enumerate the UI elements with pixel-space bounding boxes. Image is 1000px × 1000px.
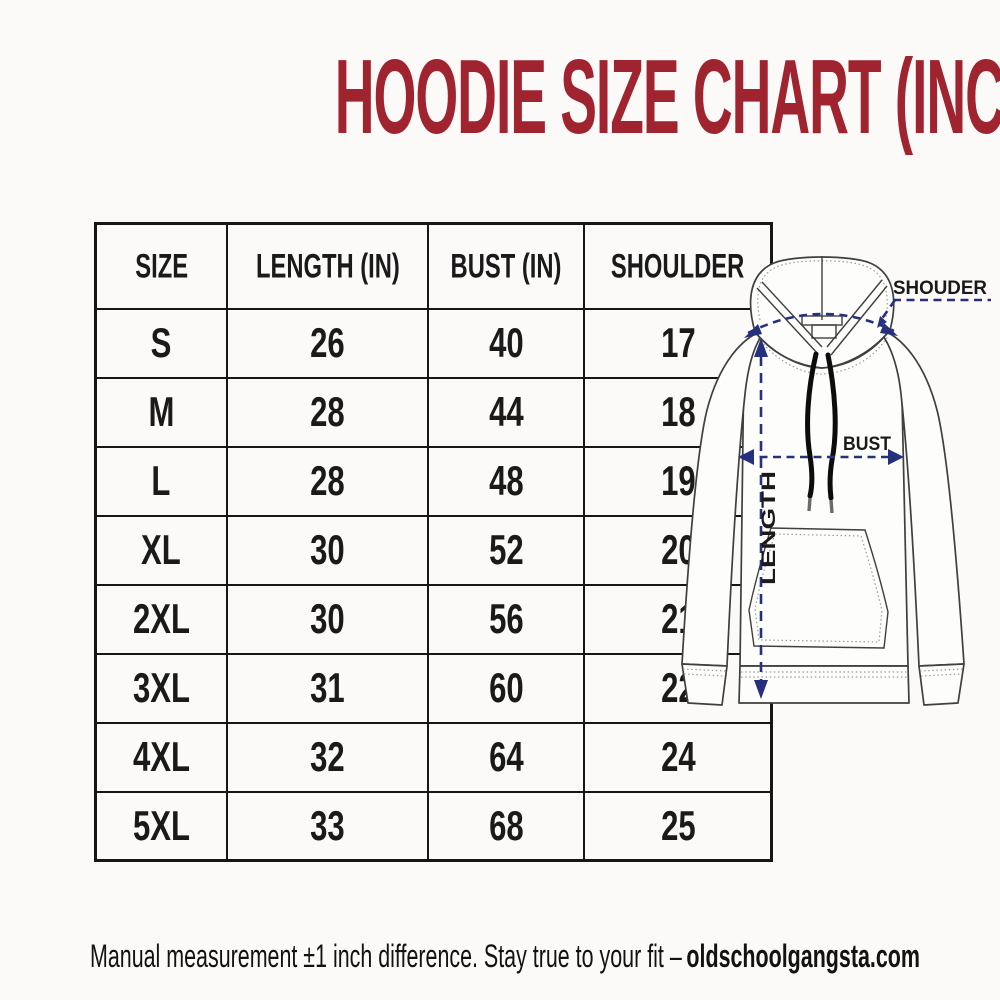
shoulder-arc-arrowhead-left — [744, 324, 762, 338]
shoulder-callout-line — [879, 299, 897, 321]
page-title: HOODIE SIZE CHART (INCH) — [0, 44, 1000, 150]
table-cell: L — [94, 445, 228, 517]
table-cell: 3XL — [94, 652, 228, 724]
bust-arrowhead-right — [888, 449, 904, 465]
length-label: LENGTH — [759, 471, 780, 585]
table-row: L 28 48 19 — [94, 445, 773, 517]
bust-arrowhead-left — [738, 449, 754, 465]
shoulder-arc-arrowhead-right — [880, 323, 898, 336]
hoodie-measurement-diagram: SHOUDER BUST LENGTH — [681, 256, 991, 706]
table-cell: 28 — [225, 445, 430, 517]
table-cell: 26 — [225, 307, 430, 379]
neck-tag — [811, 324, 837, 339]
hoodie-right-cuff — [918, 663, 965, 706]
hood-front-edge-left — [756, 287, 819, 355]
table-cell: 24 — [583, 721, 773, 793]
table-cell: 32 — [225, 721, 430, 793]
neckline-seam — [754, 329, 891, 369]
table-cell: 48 — [427, 445, 586, 517]
table-cell: 68 — [427, 790, 586, 862]
right-cuff-stitch — [919, 668, 964, 677]
table-cell: 60 — [427, 652, 586, 724]
table-row: S 26 40 17 — [94, 307, 773, 379]
table-cell: 28 — [225, 376, 430, 448]
footer-text: Manual measurement ±1 inch difference. S… — [90, 938, 682, 974]
size-table-header-row: SIZE LENGTH (IN) BUST (IN) SHOULDER — [94, 222, 773, 310]
table-cell: 2XL — [94, 583, 228, 655]
table-cell: S — [94, 307, 228, 379]
table-cell: 52 — [427, 514, 586, 586]
shoulder-callout-arrowhead — [877, 316, 887, 328]
drawstring-left — [805, 351, 819, 499]
shoulder-label: SHOUDER — [893, 278, 987, 299]
hood-front-edge-right — [830, 285, 888, 356]
drawstring-right-aglet — [829, 499, 834, 514]
table-cell: 30 — [225, 583, 430, 655]
table-cell: M — [94, 376, 228, 448]
shoulder-measure-arc — [747, 312, 895, 335]
left-cuff-stitch — [682, 668, 727, 677]
column-header: SIZE — [94, 222, 228, 310]
hem-stitch — [741, 671, 907, 678]
length-arrowhead-up — [754, 338, 768, 357]
size-table: SIZE LENGTH (IN) BUST (IN) SHOULDER S 26 40 17… — [94, 222, 774, 862]
page-title-text: HOODIE SIZE CHART (INCH) — [334, 38, 1000, 156]
table-cell: 22 — [583, 652, 773, 724]
size-table-body: S 26 40 17 M 28 44 18 L 28 48 19 XL 30 52 20 2XL 30 56 21 3X… — [94, 307, 773, 862]
table-row: 4XL 32 64 24 — [94, 721, 773, 793]
table-cell: 44 — [427, 376, 586, 448]
table-cell: 5XL — [94, 790, 228, 862]
table-cell: 33 — [225, 790, 430, 862]
drawstring-left-aglet — [807, 497, 812, 512]
footer-note: Manual measurement ±1 inch difference. S… — [90, 938, 920, 975]
table-cell: 31 — [225, 652, 430, 724]
footer-brand: oldschoolgangsta.com — [686, 938, 920, 974]
column-header: LENGTH (IN) — [225, 222, 430, 310]
table-cell: 64 — [427, 721, 586, 793]
kangaroo-pocket — [748, 527, 889, 649]
hoodie-hem-band — [738, 665, 910, 704]
table-cell: 56 — [427, 583, 586, 655]
table-cell: 25 — [583, 790, 773, 862]
table-row: 5XL 33 68 25 — [94, 790, 773, 862]
table-cell: 4XL — [94, 721, 228, 793]
column-header: BUST (IN) — [427, 222, 586, 310]
table-cell: 40 — [427, 307, 586, 379]
neckline-stitch — [757, 335, 889, 375]
table-cell: XL — [94, 514, 228, 586]
bust-label: BUST — [843, 434, 891, 455]
length-arrowhead-down — [754, 680, 768, 699]
column-header: SHOULDER — [583, 222, 773, 310]
table-row: 3XL 31 60 22 — [94, 652, 773, 724]
table-cell: 30 — [225, 514, 430, 586]
